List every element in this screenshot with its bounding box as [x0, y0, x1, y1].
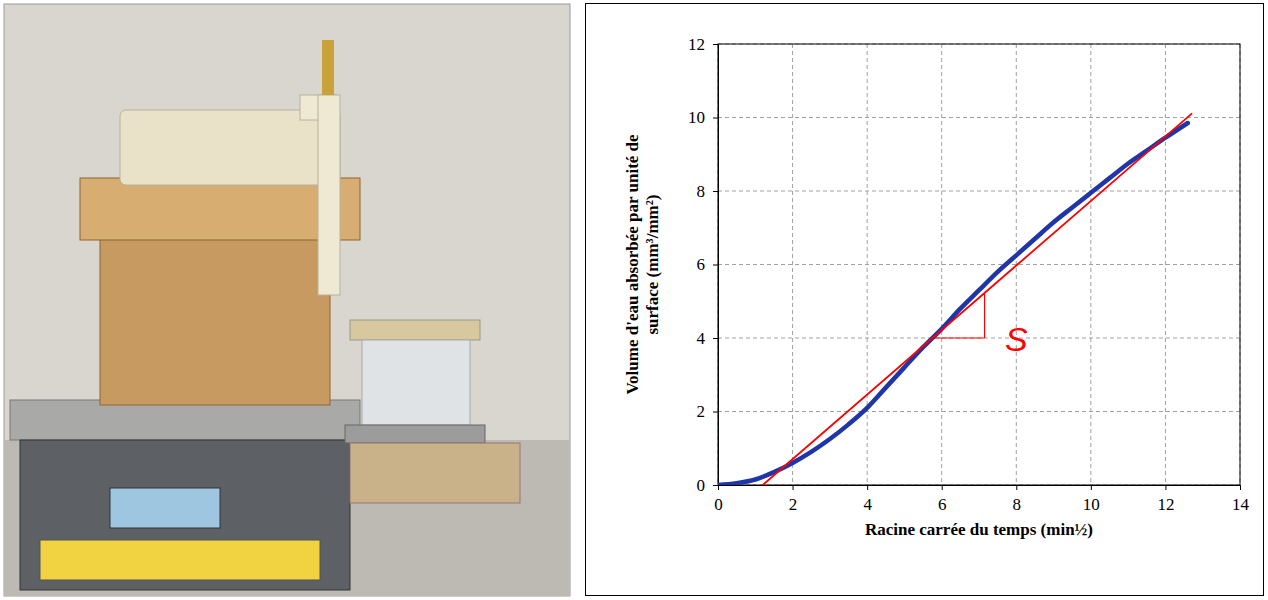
cell-lid	[350, 320, 480, 340]
tick-label: 0	[714, 495, 723, 514]
balance-body	[20, 440, 350, 590]
grid-line-y	[718, 338, 1240, 339]
tick-mark	[713, 485, 718, 486]
tick-mark	[718, 485, 719, 490]
tick: 4	[863, 485, 872, 514]
tick-mark	[713, 44, 718, 45]
y-axis-title: Volume d'eau absorbée par unité desurfac…	[623, 134, 662, 395]
tick-mark	[713, 191, 718, 192]
cell-base	[345, 425, 485, 443]
balance-display	[110, 488, 220, 528]
annotation: S	[1005, 320, 1028, 358]
grid-line-y	[718, 191, 1240, 192]
y-axis-title-line: surface (mm³/mm²)	[643, 194, 662, 334]
tick-label: 6	[938, 495, 947, 514]
tick-mark	[942, 485, 943, 490]
tick: 14	[1232, 485, 1250, 514]
canvas: 0 2 4 6 8 10 12 14 0 2 4 6 8 10 12 S Racine carrée du te…	[0, 0, 1268, 600]
tick-mark	[1091, 485, 1092, 490]
valve	[322, 40, 334, 95]
balance-keys	[40, 540, 320, 580]
tick: 0	[714, 485, 723, 514]
wood-box	[100, 235, 330, 405]
tick-mark	[713, 412, 718, 413]
pipe	[318, 95, 340, 295]
tick: 12	[1157, 485, 1174, 514]
grid-line-x	[792, 44, 793, 485]
tick: 8	[696, 182, 718, 201]
tick-mark	[867, 485, 868, 490]
grid-line-y	[718, 117, 1240, 118]
tick: 10	[688, 108, 718, 127]
tick-label: 12	[1157, 495, 1174, 514]
tick: 10	[1083, 485, 1100, 514]
support	[350, 443, 520, 503]
tick-label: 2	[696, 402, 705, 421]
tick: 6	[696, 255, 718, 274]
slope-triangle-horizontal	[934, 337, 984, 338]
x-axis-title: Racine carrée du temps (min½)	[865, 520, 1093, 539]
fit-line	[763, 114, 1192, 485]
x-axis: 0 2 4 6 8 10 12 14	[714, 485, 1249, 514]
y-axis-title-line: Volume d'eau absorbée par unité de	[623, 134, 642, 395]
tick-label: 2	[789, 495, 798, 514]
tick: 2	[696, 402, 718, 421]
tick-label: 4	[696, 329, 705, 348]
tick: 4	[696, 329, 718, 348]
tick-mark	[1240, 485, 1241, 490]
specimen	[362, 340, 470, 425]
tick: 0	[696, 476, 718, 495]
apparatus-illustration	[4, 4, 570, 596]
tick-label: 8	[696, 182, 705, 201]
tick-mark	[1165, 485, 1166, 490]
plot-area	[718, 114, 1192, 485]
bench	[4, 440, 570, 596]
tick-label: 10	[688, 108, 705, 127]
grid-line-y	[718, 264, 1240, 265]
balance-plate	[10, 400, 360, 440]
grid-line-x	[1165, 44, 1166, 485]
tick: 8	[1013, 485, 1022, 514]
tick-mark	[713, 265, 718, 266]
chart-frame	[586, 4, 1264, 596]
tick-label: 12	[688, 35, 705, 54]
tick: 6	[938, 485, 947, 514]
tick: 2	[789, 485, 798, 514]
tick-label: 14	[1232, 495, 1250, 514]
tick-label: 10	[1083, 495, 1100, 514]
slope-triangle-vertical	[984, 294, 985, 338]
photo-frame	[4, 4, 570, 596]
tick-label: 8	[1013, 495, 1022, 514]
tick: 12	[688, 35, 718, 54]
tick-mark	[713, 338, 718, 339]
grid-line-y	[718, 411, 1240, 412]
tick-label: 4	[863, 495, 872, 514]
tick-label: 6	[696, 255, 705, 274]
water-tank	[120, 110, 340, 185]
photo-background	[4, 4, 570, 596]
tick-mark	[1016, 485, 1017, 490]
grid	[718, 44, 1240, 485]
tick-mark	[793, 485, 794, 490]
tick-label: 0	[696, 476, 705, 495]
plot-border	[718, 44, 1240, 485]
y-axis: 0 2 4 6 8 10 12	[688, 35, 719, 495]
tick-mark	[713, 118, 718, 119]
